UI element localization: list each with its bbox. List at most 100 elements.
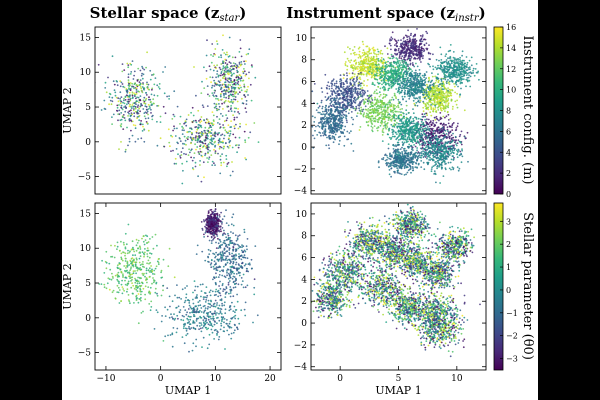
scatter-point — [128, 87, 130, 89]
scatter-point — [328, 126, 330, 128]
scatter-point — [422, 100, 425, 103]
scatter-point — [133, 87, 135, 90]
y-tick-label: 5 — [85, 103, 91, 113]
scatter-point — [426, 149, 428, 151]
scatter-point — [358, 50, 361, 53]
scatter-point — [422, 139, 425, 142]
scatter-point — [421, 143, 423, 145]
scatter-point — [415, 88, 418, 91]
scatter-point — [437, 89, 440, 92]
scatter-point — [402, 98, 404, 101]
scatter-point — [152, 98, 155, 101]
scatter-point — [199, 132, 202, 134]
scatter-point — [119, 80, 122, 83]
scatter-point — [414, 57, 417, 60]
scatter-point — [207, 120, 210, 123]
scatter-point — [401, 85, 404, 88]
scatter-point — [229, 174, 232, 177]
scatter-point — [341, 101, 344, 104]
scatter-point — [327, 81, 330, 84]
scatter-point — [370, 52, 373, 55]
scatter-point — [406, 58, 409, 61]
scatter-point — [139, 105, 142, 108]
scatter-point — [426, 157, 428, 160]
scatter-point — [226, 79, 229, 82]
scatter-point — [430, 123, 433, 126]
scatter-point — [231, 87, 233, 90]
scatter-point — [382, 93, 385, 96]
scatter-point — [219, 74, 222, 77]
scatter-point — [407, 57, 410, 59]
scatter-point — [415, 62, 417, 65]
scatter-point — [334, 122, 337, 124]
scatter-point — [162, 71, 164, 73]
scatter-point — [404, 87, 407, 89]
scatter-point — [460, 161, 463, 164]
scatter-point — [120, 104, 123, 107]
scatter-point — [210, 137, 213, 140]
scatter-point — [416, 104, 419, 107]
scatter-point — [414, 145, 417, 148]
scatter-point — [392, 77, 394, 80]
scatter-point — [442, 91, 444, 94]
scatter-point — [148, 88, 150, 91]
scatter-point — [224, 53, 227, 56]
scatter-point — [398, 51, 401, 54]
scatter-point — [176, 127, 178, 130]
scatter-point — [395, 57, 398, 59]
scatter-point — [376, 57, 378, 60]
colorbar-tick-label: −2 — [506, 332, 518, 341]
scatter-point — [418, 96, 420, 99]
scatter-point — [323, 133, 326, 136]
scatter-point — [239, 122, 242, 125]
scatter-point — [318, 125, 321, 128]
scatter-point — [226, 51, 228, 54]
scatter-point — [222, 75, 225, 78]
scatter-point — [409, 38, 411, 41]
scatter-point — [163, 145, 166, 148]
scatter-point — [452, 159, 455, 161]
scatter-point — [428, 89, 431, 92]
scatter-point — [215, 67, 217, 70]
scatter-point — [398, 54, 401, 56]
scatter-point — [157, 104, 160, 107]
scatter-point — [416, 149, 418, 152]
scatter-point — [224, 68, 227, 70]
point-cluster — [313, 71, 374, 124]
scatter-point — [327, 117, 330, 119]
scatter-point — [239, 84, 241, 87]
scatter-point — [407, 63, 409, 66]
scatter-point — [371, 127, 374, 129]
scatter-point — [355, 66, 358, 69]
scatter-point — [455, 149, 458, 152]
scatter-point — [350, 98, 353, 101]
scatter-point — [370, 97, 373, 99]
scatter-point — [342, 104, 344, 106]
scatter-point — [336, 96, 338, 98]
scatter-point — [444, 129, 447, 132]
scatter-point — [199, 118, 202, 121]
scatter-point — [420, 51, 423, 54]
scatter-point — [340, 92, 343, 95]
colorbar-tick-label: 16 — [506, 23, 516, 32]
scatter-point — [340, 84, 343, 86]
scatter-point — [445, 147, 447, 150]
scatter-point — [141, 91, 144, 94]
scatter-point — [323, 116, 325, 119]
scatter-point — [228, 81, 231, 84]
scatter-point — [334, 125, 337, 128]
scatter-point — [141, 65, 143, 68]
scatter-point — [442, 96, 445, 99]
scatter-point — [182, 142, 184, 145]
scatter-point — [228, 95, 231, 98]
scatter-point — [369, 117, 372, 120]
scatter-point — [367, 124, 369, 127]
scatter-point — [405, 41, 407, 44]
scatter-point — [172, 149, 174, 152]
scatter-point — [127, 81, 130, 84]
scatter-point — [212, 114, 215, 117]
scatter-point — [220, 63, 223, 65]
scatter-point — [245, 99, 248, 102]
scatter-point — [183, 135, 186, 138]
colorbar-tick-label: 2 — [506, 169, 511, 178]
